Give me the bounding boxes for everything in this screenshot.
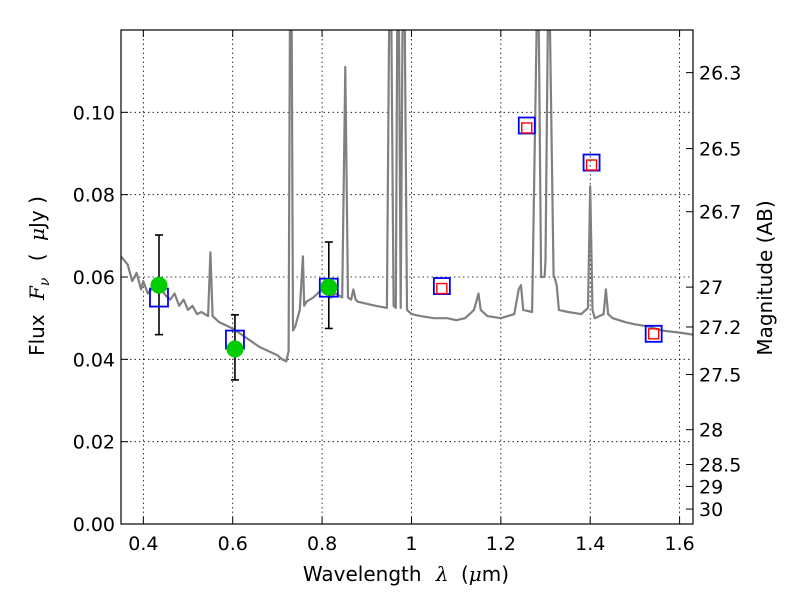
y-tick-label: 0.00 [73, 514, 115, 536]
mag-tick-label: 27.2 [699, 317, 741, 339]
observed-flux-point [150, 276, 168, 294]
y-axis-unit-suffix: Jy ) [25, 196, 49, 230]
mag-tick-label: 27 [699, 277, 723, 299]
mag-tick-label: 28.5 [699, 454, 741, 476]
y-axis-unit-mu: μ [25, 228, 49, 241]
x-axis-title-text: Wavelength [303, 562, 422, 586]
x-tick-label: 1.2 [486, 533, 516, 555]
x-tick-label: 1.6 [664, 533, 694, 555]
mag-tick-label: 27.5 [699, 365, 741, 387]
y-axis-symbol: F [25, 285, 49, 301]
tick-layer: 0.4 0.6 0.8 1 1.2 1.4 1.6 0.00 0.02 0.04 0.06 0.08 0… [73, 30, 741, 555]
y-tick-label: 0.06 [73, 267, 115, 289]
predicted-flux-square [585, 159, 598, 171]
x-tick-label: 0.4 [128, 533, 158, 555]
y-tick-label: 0.04 [73, 349, 115, 371]
x-tick-label: 1.4 [575, 533, 605, 555]
x-axis-unit-suffix: m) [482, 562, 509, 586]
x-axis-symbol: λ [435, 562, 449, 586]
observed-flux-point [320, 278, 338, 296]
predicted-flux-square [436, 282, 448, 295]
model-flux-square [318, 277, 339, 298]
x-tick-label: 0.6 [218, 533, 248, 555]
grid-layer [121, 30, 693, 524]
x-axis-unit-mu: μ [469, 562, 482, 586]
y-tick-label: 0.02 [73, 432, 115, 454]
y-tick-label: 0.08 [73, 185, 115, 207]
predicted-flux-square [647, 328, 660, 340]
y2-axis-title: Magnitude (AB) [753, 200, 777, 355]
y-axis-title: Flux Fν ( μJy ) [25, 196, 54, 356]
mag-tick-label: 30 [699, 499, 723, 521]
template-spectrum-line [121, 30, 693, 363]
x-axis-unit-prefix: ( [461, 562, 469, 586]
mag-tick-label: 28 [699, 420, 723, 442]
model-flux-square [644, 324, 663, 343]
mag-tick-label: 26.7 [699, 202, 741, 224]
y-axis-unit-prefix: ( [25, 253, 49, 261]
mag-tick-label: 26.5 [699, 139, 741, 161]
y-axis-title-text: Flux [25, 314, 49, 356]
x-tick-label: 0.8 [307, 533, 337, 555]
mag-tick-label: 26.3 [699, 63, 741, 85]
observed-flux-point [226, 340, 244, 358]
y-axis-subscript: ν [37, 277, 53, 286]
plot-layer [121, 30, 693, 381]
y-tick-label: 0.10 [73, 102, 115, 124]
x-tick-label: 1 [405, 533, 417, 555]
predicted-flux-square [521, 122, 533, 134]
x-axis-title: Wavelength λ (μm) [303, 562, 509, 586]
mag-tick-label: 29 [699, 476, 723, 498]
